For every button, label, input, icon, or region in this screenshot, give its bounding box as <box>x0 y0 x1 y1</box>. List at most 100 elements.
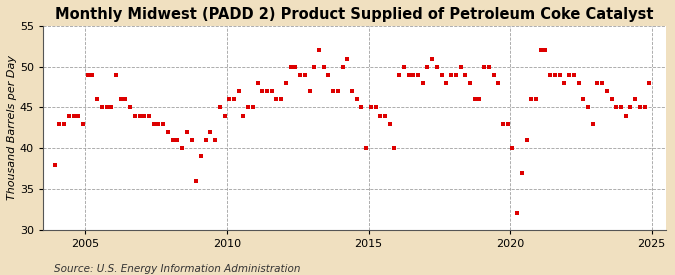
Title: Monthly Midwest (PADD 2) Product Supplied of Petroleum Coke Catalyst: Monthly Midwest (PADD 2) Product Supplie… <box>55 7 653 22</box>
Point <box>59 122 70 126</box>
Point <box>257 89 268 93</box>
Point <box>587 122 598 126</box>
Point <box>323 73 333 77</box>
Point <box>267 89 277 93</box>
Y-axis label: Thousand Barrels per Day: Thousand Barrels per Day <box>7 55 17 200</box>
Point <box>469 97 480 101</box>
Point <box>68 113 79 118</box>
Point <box>630 97 641 101</box>
Point <box>337 64 348 69</box>
Point <box>248 105 259 110</box>
Point <box>191 179 202 183</box>
Point <box>554 73 565 77</box>
Point <box>634 105 645 110</box>
Point <box>290 64 301 69</box>
Point <box>111 73 122 77</box>
Point <box>526 97 537 101</box>
Point <box>54 122 65 126</box>
Point <box>92 97 103 101</box>
Point <box>177 146 188 150</box>
Point <box>82 73 93 77</box>
Point <box>516 170 527 175</box>
Point <box>144 113 155 118</box>
Point <box>620 113 631 118</box>
Point <box>101 105 112 110</box>
Point <box>97 105 107 110</box>
Point <box>172 138 183 142</box>
Point <box>625 105 636 110</box>
Point <box>309 64 320 69</box>
Point <box>431 64 442 69</box>
Point <box>394 73 404 77</box>
Point <box>304 89 315 93</box>
Point <box>436 73 447 77</box>
Point <box>427 56 437 61</box>
Point <box>531 97 541 101</box>
Point <box>384 122 395 126</box>
Point <box>606 97 617 101</box>
Point <box>224 97 235 101</box>
Point <box>210 138 221 142</box>
Point <box>412 73 423 77</box>
Point <box>49 162 60 167</box>
Point <box>281 81 292 85</box>
Point <box>158 122 169 126</box>
Point <box>365 105 376 110</box>
Point <box>616 105 626 110</box>
Point <box>497 122 508 126</box>
Point <box>262 89 273 93</box>
Point <box>63 113 74 118</box>
Point <box>327 89 338 93</box>
Point <box>578 97 589 101</box>
Point <box>559 81 570 85</box>
Point <box>356 105 367 110</box>
Point <box>205 130 216 134</box>
Point <box>549 73 560 77</box>
Point <box>314 48 325 53</box>
Point <box>597 81 608 85</box>
Point <box>441 81 452 85</box>
Point <box>398 64 409 69</box>
Point <box>333 89 344 93</box>
Point <box>601 89 612 93</box>
Point <box>186 138 197 142</box>
Point <box>493 81 504 85</box>
Point <box>182 130 192 134</box>
Point <box>450 73 461 77</box>
Point <box>286 64 296 69</box>
Point <box>460 73 470 77</box>
Point <box>408 73 418 77</box>
Point <box>125 105 136 110</box>
Point <box>139 113 150 118</box>
Point <box>351 97 362 101</box>
Point <box>488 73 499 77</box>
Point <box>295 73 306 77</box>
Point <box>535 48 546 53</box>
Point <box>115 97 126 101</box>
Point <box>78 122 88 126</box>
Point <box>568 73 579 77</box>
Point <box>238 113 249 118</box>
Point <box>583 105 593 110</box>
Point <box>163 130 173 134</box>
Point <box>120 97 131 101</box>
Point <box>474 97 485 101</box>
Point <box>196 154 207 159</box>
Point <box>167 138 178 142</box>
Point <box>446 73 456 77</box>
Point <box>200 138 211 142</box>
Point <box>389 146 400 150</box>
Point <box>611 105 622 110</box>
Point <box>106 105 117 110</box>
Point <box>512 211 522 216</box>
Point <box>276 97 287 101</box>
Point <box>219 113 230 118</box>
Point <box>521 138 532 142</box>
Point <box>417 81 428 85</box>
Point <box>319 64 329 69</box>
Point <box>545 73 556 77</box>
Point <box>502 122 513 126</box>
Point <box>479 64 489 69</box>
Text: Source: U.S. Energy Information Administration: Source: U.S. Energy Information Administ… <box>54 264 300 274</box>
Point <box>592 81 603 85</box>
